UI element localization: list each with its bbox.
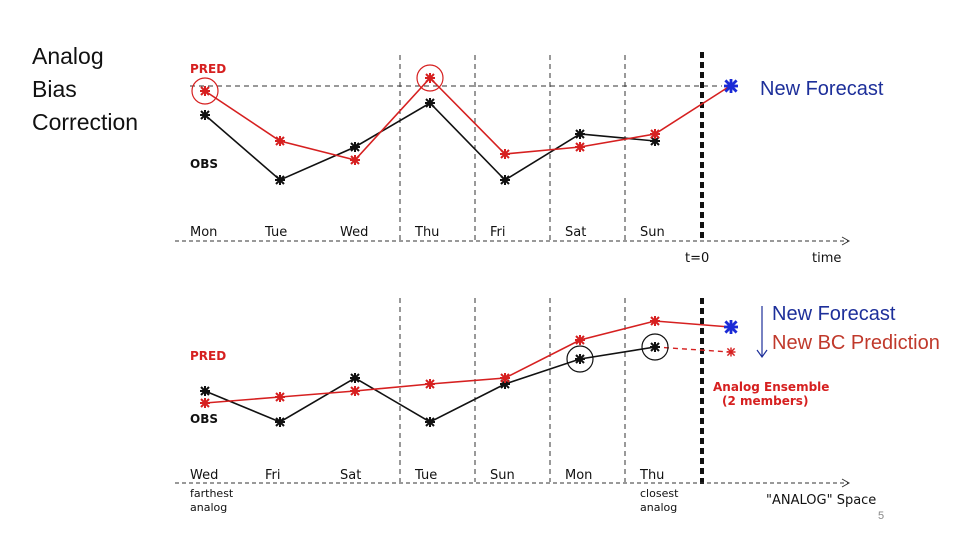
- bottom-day-label: Thu: [639, 468, 664, 483]
- pred-point-mon: [199, 85, 211, 97]
- top-day-labels: Mon Tue Wed Thu Fri Sat Sun: [190, 225, 665, 240]
- title-line-1: Analog: [32, 43, 104, 69]
- pred-point-sun: [649, 128, 661, 140]
- bottom-day-label: Sun: [490, 468, 515, 483]
- new-bc-prediction-marker-icon: [725, 346, 737, 358]
- new-forecast-marker-icon: [722, 77, 740, 95]
- slide-title: Analog Bias Correction: [32, 40, 138, 139]
- top-day-label: Tue: [264, 225, 287, 240]
- bottom-day-label: Fri: [265, 468, 281, 483]
- top-day-label: Mon: [190, 225, 217, 240]
- bottom-new-forecast-marker-icon: [722, 318, 740, 336]
- top-pred-line: [204, 76, 731, 161]
- obs-point-sat: [574, 128, 586, 140]
- title-line-2: Bias: [32, 76, 77, 102]
- ensemble-label-2: (2 members): [722, 394, 808, 408]
- obs-point-thu: [424, 97, 436, 109]
- pred-point-sat: [574, 141, 586, 153]
- top-circle-thu: [416, 64, 444, 92]
- bottom-pred-line: [204, 320, 731, 404]
- slide-number: 5: [878, 510, 885, 522]
- top-circle-mon: [191, 77, 219, 105]
- top-day-label: Sun: [640, 225, 665, 240]
- bottom-pred-markers: [199, 315, 661, 409]
- analog-circle-thu: [641, 333, 669, 361]
- bottom-day-label: Sat: [340, 468, 361, 483]
- top-pred-markers: [199, 72, 661, 166]
- analog-axis-arrow-icon: [841, 478, 851, 488]
- pred-point-fri: [499, 148, 511, 160]
- pred-point-wed: [349, 154, 361, 166]
- farthest-label-1: farthest: [190, 487, 234, 500]
- new-bc-prediction-label: New BC Prediction: [772, 332, 940, 354]
- top-obs-line: [204, 101, 656, 182]
- analog-space-label: "ANALOG" Space: [766, 493, 876, 508]
- top-day-label: Sat: [565, 225, 586, 240]
- obs-point-mon: [199, 109, 211, 121]
- bottom-day-label: Wed: [190, 468, 218, 483]
- top-day-label: Thu: [414, 225, 439, 240]
- top-panel: PRED OBS Mon Tue Wed Thu Fri Sat Sun t=0…: [175, 52, 851, 266]
- bottom-day-label: Mon: [565, 468, 592, 483]
- obs-point-wed: [349, 141, 361, 153]
- time-axis-arrow-icon: [841, 236, 851, 246]
- top-day-label: Fri: [490, 225, 506, 240]
- bottom-day-labels: Wed Fri Sat Tue Sun Mon Thu: [190, 468, 664, 483]
- bottom-new-forecast-label: New Forecast: [772, 303, 896, 325]
- top-new-forecast-label: New Forecast: [760, 78, 884, 100]
- top-pred-label: PRED: [190, 62, 226, 76]
- title-line-3: Correction: [32, 109, 139, 135]
- obs-point-tue: [274, 174, 286, 186]
- ensemble-label-1: Analog Ensemble: [713, 380, 829, 394]
- closest-label-2: analog: [640, 501, 677, 514]
- top-obs-markers: [199, 97, 661, 186]
- farthest-label-2: analog: [190, 501, 227, 514]
- bottom-day-separators: [399, 298, 626, 482]
- bottom-pred-label: PRED: [190, 349, 226, 363]
- top-obs-label: OBS: [190, 157, 218, 171]
- top-day-label: Wed: [340, 225, 368, 240]
- pred-point-thu: [424, 72, 436, 84]
- closest-label-1: closest: [640, 487, 679, 500]
- analog-circle-mon: [566, 345, 594, 373]
- bc-projection-line: [654, 346, 731, 353]
- bottom-obs-label: OBS: [190, 412, 218, 426]
- time-axis-label: time: [812, 251, 841, 266]
- t0-label: t=0: [685, 251, 709, 266]
- bottom-day-label: Tue: [414, 468, 437, 483]
- obs-point-fri: [499, 174, 511, 186]
- pred-point-tue: [274, 135, 286, 147]
- bottom-panel: PRED OBS Wed Fri Sat Tue Sun Mon Thu Ana…: [175, 298, 876, 514]
